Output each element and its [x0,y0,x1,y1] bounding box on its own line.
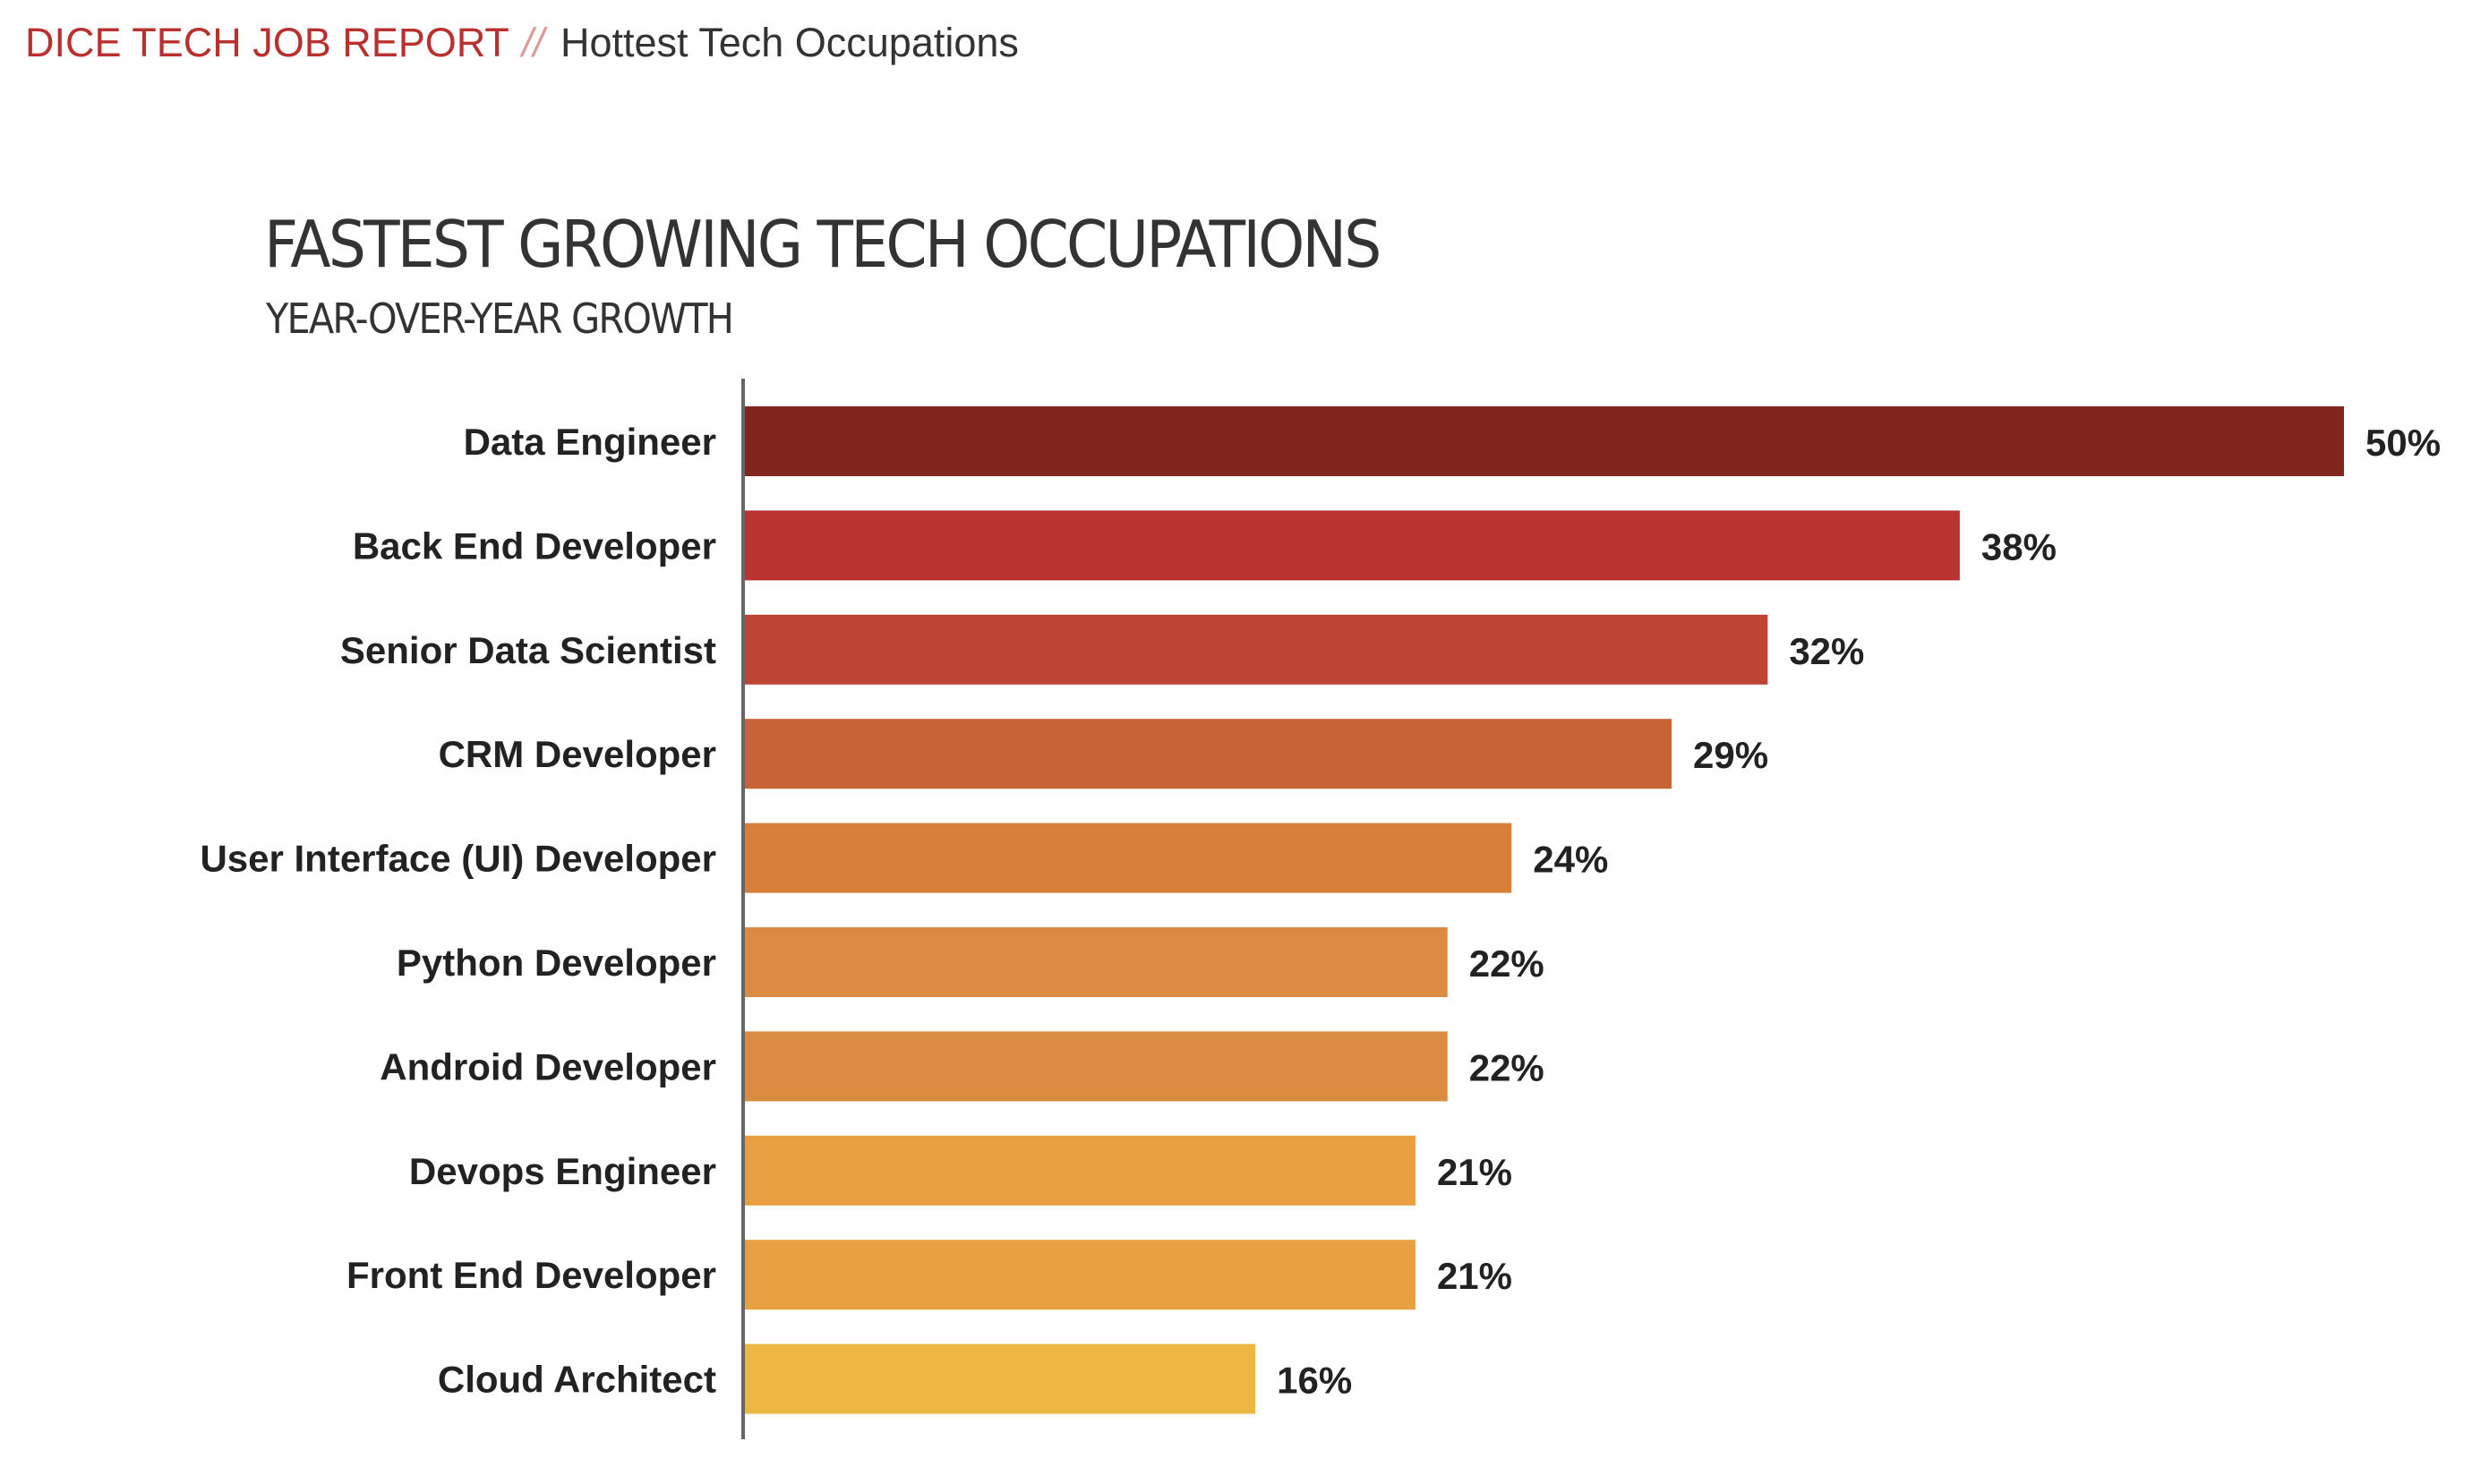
page-name: Hottest Tech Occupations [560,20,1019,65]
category-label: User Interface (UI) Developer [200,838,716,880]
value-label: 21% [1437,1255,1512,1297]
value-labels: 50% 38% 32% 29% 24% 22% 22% 21% 21% 16% [1277,422,2441,1402]
value-label: 24% [1533,839,1608,881]
category-label: Android Developer [380,1045,716,1087]
report-name: DICE TECH JOB REPORT [25,20,509,65]
category-label: CRM Developer [439,733,716,775]
category-label: Data Engineer [464,421,716,463]
value-label: 16% [1277,1360,1352,1402]
bar-senior-data-scientist [743,614,1768,685]
bar-cloud-architect [743,1343,1256,1414]
value-label: 50% [2365,422,2441,464]
value-label: 22% [1469,942,1544,985]
breadcrumb: DICE TECH JOB REPORT // Hottest Tech Occup… [25,16,1019,70]
bar-python-developer [743,927,1448,997]
category-label: Devops Engineer [409,1150,716,1192]
bar-user-interface-ui-developer [743,823,1512,893]
bar-data-engineer [743,406,2344,476]
category-label: Back End Developer [353,525,716,567]
category-label: Cloud Architect [438,1359,716,1401]
chart-subtitle: YEAR-OVER-YEAR GROWTH [266,294,734,343]
value-label: 38% [1981,525,2057,567]
value-label: 32% [1789,630,1864,672]
category-label: Front End Developer [346,1254,716,1296]
bar-back-end-developer [743,510,1960,581]
bar-front-end-developer [743,1240,1416,1310]
bars-group [743,406,2344,1414]
category-label: Senior Data Scientist [340,629,716,671]
category-labels: Data Engineer Back End Developer Senior Da… [200,421,716,1401]
value-label: 22% [1469,1046,1544,1088]
bar-crm-developer [743,719,1672,789]
value-label: 29% [1693,734,1768,776]
bar-android-developer [743,1031,1448,1102]
bar-devops-engineer [743,1135,1416,1206]
breadcrumb-separator: // [521,20,544,65]
value-label: 21% [1437,1151,1512,1193]
chart-title: FASTEST GROWING TECH OCCUPATIONS [264,207,1381,282]
category-label: Python Developer [397,942,716,984]
